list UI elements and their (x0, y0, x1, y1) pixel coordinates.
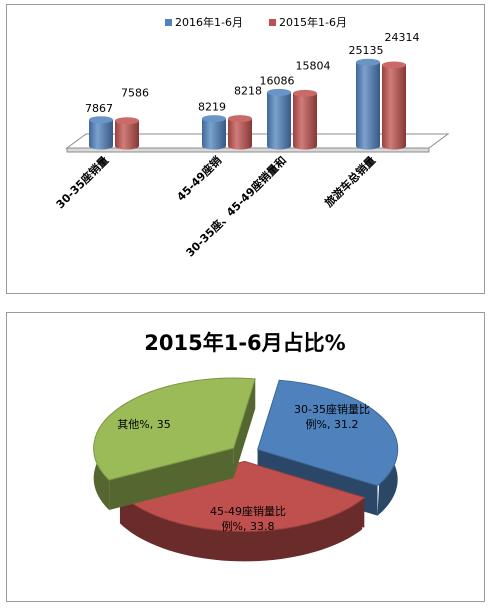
category-label: 旅游车总销量 (322, 153, 379, 210)
value-label: 8219 (198, 101, 226, 114)
value-label: 7867 (85, 102, 113, 115)
bar-2015-0 (115, 117, 139, 150)
bar-2016-1 (202, 115, 226, 150)
svg-text:2016年1-6月: 2016年1-6月 (175, 15, 243, 29)
bar-chart-panel: 7867 7586 8219 8218 16086 15804 25135 24314 30-… (6, 4, 485, 294)
category-label: 45-49座销 (174, 153, 224, 203)
value-label: 24314 (385, 31, 420, 44)
pie-chart-panel: 2015年1-6月占比% 30-35座销量比 例%, 31.2 45-49座销量比例… (6, 312, 485, 602)
bar-2016-2 (267, 88, 291, 150)
bar-2015-2 (293, 89, 317, 150)
legend-item-0: 2016年1-6月 (165, 15, 243, 29)
pie-label-1: 45-49座销量比 (210, 504, 286, 518)
bar-2015-3 (382, 61, 406, 150)
bar-2015-1 (228, 115, 252, 150)
value-label: 15804 (296, 59, 331, 72)
bar-2016-3 (356, 58, 380, 150)
svg-text:2015年1-6月: 2015年1-6月 (279, 15, 347, 29)
legend-item-1: 2015年1-6月 (269, 15, 347, 29)
pie-label-0-line2: 例%, 31.2 (306, 417, 359, 431)
bar-2016-0 (89, 116, 113, 150)
pie-slice-2 (93, 377, 256, 511)
value-label: 16086 (260, 74, 295, 87)
category-label: 30-35座销量 (53, 153, 111, 211)
value-label: 25135 (349, 44, 384, 57)
value-label: 7586 (121, 87, 149, 100)
pie-label-1-line2: 例%, 33.8 (222, 519, 275, 533)
pie-label-2: 其他%, 35 (117, 418, 170, 431)
pie-title: 2015年1-6月占比% (144, 331, 345, 355)
pie-label-0: 30-35座销量比 (294, 402, 370, 416)
value-label: 8218 (234, 85, 262, 98)
